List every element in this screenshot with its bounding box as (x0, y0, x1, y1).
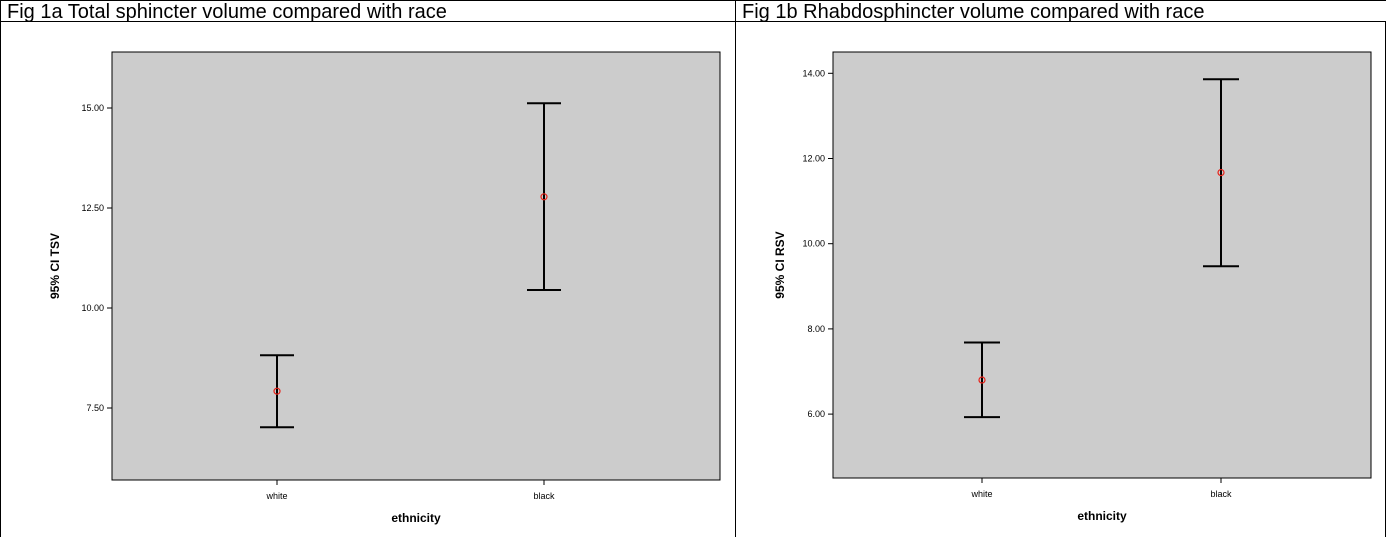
error-bar-chart-rsv: 6.00 8.00 10.00 12.00 14.00 white black ethnici… (773, 51, 1372, 523)
y-tick-label: 14.00 (802, 68, 825, 78)
mean-marker-black (540, 193, 548, 201)
y-tick-label: 12.00 (802, 154, 825, 164)
figure-caption: Fig 1b Rhabdosphincter volume compared w… (736, 0, 1386, 23)
plot-area (111, 51, 721, 481)
y-tick-label: 10.00 (802, 239, 825, 249)
figure-caption: Fig 1a Total sphincter volume compared w… (1, 0, 736, 23)
y-tick-label: 6.00 (807, 409, 825, 419)
mean-marker-black (1217, 168, 1225, 177)
x-tick-label: black (1210, 489, 1232, 499)
y-axis-title: 95% CI TSV (48, 233, 62, 299)
y-tick-label: 8.00 (807, 324, 825, 334)
x-tick-label: white (265, 491, 287, 501)
y-tick-label: 7.50 (86, 403, 104, 413)
y-tick-label: 15.00 (81, 103, 104, 113)
mean-marker-white (978, 376, 986, 384)
mean-marker-white (273, 387, 281, 395)
figure-panel-1b: Fig 1b Rhabdosphincter volume compared w… (735, 0, 1386, 537)
x-tick-label: black (533, 491, 555, 501)
y-axis-title: 95% CI RSV (773, 231, 787, 298)
y-tick-label: 12.50 (81, 203, 104, 213)
x-tick-label: white (970, 489, 992, 499)
figure-panel-1a: Fig 1a Total sphincter volume compared w… (0, 0, 736, 537)
plot-area (832, 51, 1372, 479)
x-axis-title: ethnicity (391, 511, 441, 525)
x-axis-title: ethnicity (1077, 509, 1127, 523)
error-bar-chart-tsv: 7.50 10.00 12.50 15.00 white black ethnicity 95… (48, 51, 721, 525)
y-tick-label: 10.00 (81, 303, 104, 313)
